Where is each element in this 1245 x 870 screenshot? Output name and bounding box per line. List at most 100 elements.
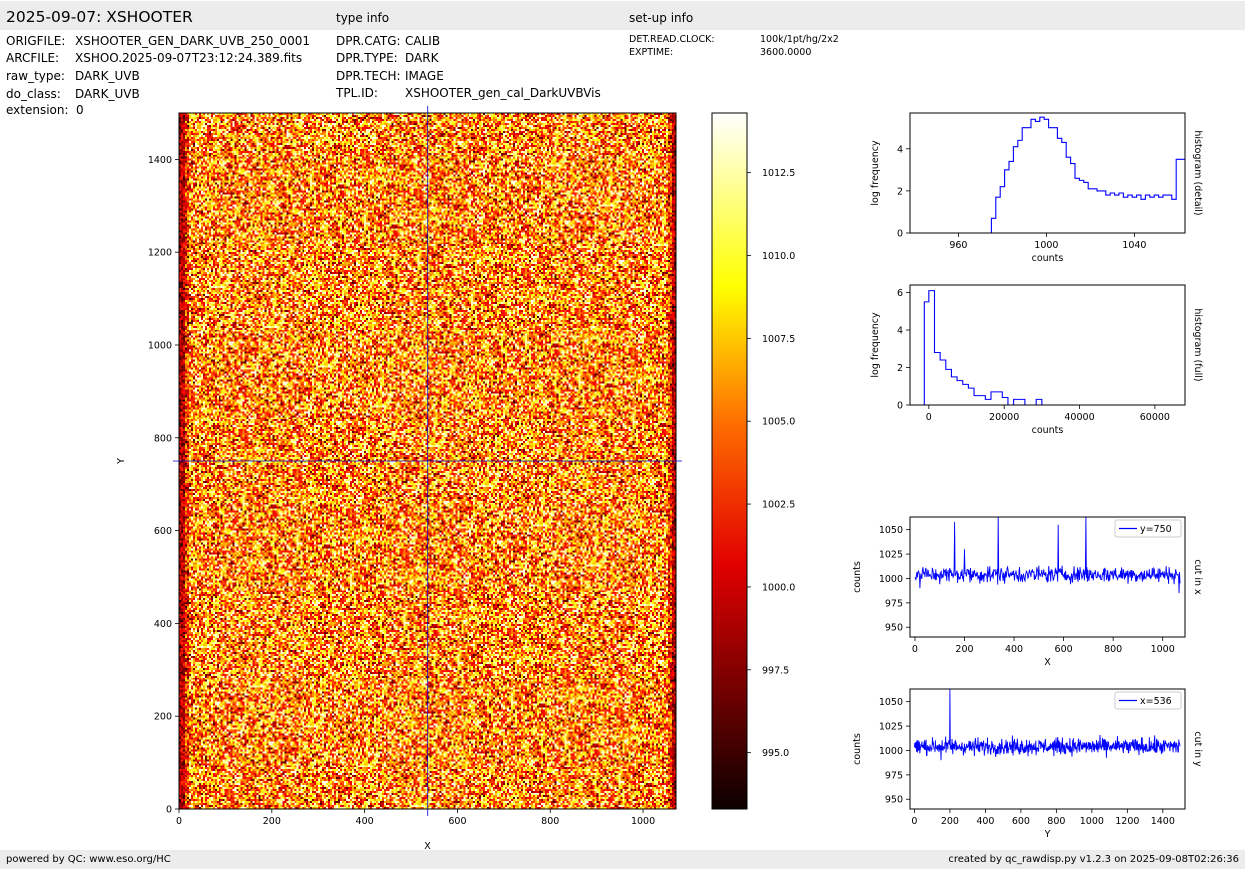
y-tick-label: 0 [897,229,903,240]
x-tick-label: 40000 [1064,412,1094,423]
x-tick-label: 800 [1047,816,1065,827]
x-tick-label: 1040 [1122,240,1146,251]
x-tick-label: 960 [949,240,967,251]
plot-frame [909,112,1186,234]
y-tick-label: 950 [885,795,903,806]
histogram-full-panel: 0 20000 40000 60000 0 2 4 6 counts log frequency h… [870,284,1203,436]
x-tick-label: 800 [541,816,559,827]
colorbar-tick-label: 995.0 [762,748,789,759]
type-info-value: CALIB [405,34,441,48]
setup-info-heading: set-up info [629,11,694,25]
y-tick-label: 1025 [879,722,903,733]
x-tick-label: 0 [176,816,182,827]
histogram-step-line [923,290,1185,406]
cut-x-panel: 0 200 400 600 800 1000 950 975 1000 1025 1050 Xcoun… [852,516,1203,668]
panel-title: cut in x [1192,559,1203,595]
x-tick-label: 1400 [1151,816,1175,827]
y-tick-label: 6 [897,288,903,299]
setup-info-value: 100k/1pt/hg/2x2 [760,34,839,45]
histogram-step-line [910,116,1185,234]
x-tick-label: 600 [1012,816,1030,827]
y-tick-label: 0 [897,401,903,412]
x-axis-label: counts [1032,425,1064,436]
colorbar-tick-label: 1005.0 [762,417,795,428]
footer-credit: powered by QC: www.eso.org/HC [6,854,171,865]
y-axis-label: counts [852,733,863,765]
x-tick-label: 200 [263,816,281,827]
type-info-value: IMAGE [405,69,444,83]
y-tick-label: 1000 [148,341,172,352]
file-info-key: do_class: [6,87,61,101]
colorbar-tick-label: 1010.0 [762,251,795,262]
y-tick-label: 2 [897,186,903,197]
y-axis-label: counts [852,561,863,593]
type-info-value: DARK [405,51,439,65]
setup-info-key: DET.READ.CLOCK: [629,34,715,45]
file-info-value: XSHOO.2025-09-07T23:12:24.389.fits [75,51,303,65]
header-band [0,1,1245,30]
colorbar-panel: 995.0 997.5 1000.0 1002.5 1005.0 1007.5 1010.0… [711,112,795,810]
type-info-key: TPL.ID: [336,86,378,100]
x-tick-label: 600 [448,816,466,827]
y-tick-label: 0 [166,805,172,816]
y-axis-label: log frequency [870,140,881,206]
footer-created: created by qc_rawdisp.py v1.2.3 on 2025-… [948,854,1239,865]
x-tick-label: 800 [1104,644,1122,655]
y-tick-label: 2 [897,363,903,374]
cut-profile-line [913,689,1181,761]
y-tick-label: 1000 [879,746,903,757]
panel-title: histogram (full) [1192,308,1203,381]
file-info-key: extension: [6,103,69,117]
legend-box [1114,691,1182,710]
cut-y-panel: 0 200 400 600 800 1000 1200 1400 950 975 1000 1025 1… [852,688,1203,840]
colorbar-gradient [712,113,747,809]
x-tick-label: 200 [955,644,973,655]
file-info-value: 0 [76,103,84,117]
y-tick-label: 1050 [879,697,903,708]
footer-band [0,850,1245,869]
y-tick-label: 400 [154,619,172,630]
y-tick-label: 600 [154,526,172,537]
x-tick-label: 200 [941,816,959,827]
x-tick-label: 400 [356,816,374,827]
y-tick-label: 1000 [879,574,903,585]
panel-title: cut in y [1192,731,1203,767]
plot-frame [909,516,1186,638]
legend-box [1114,519,1182,538]
y-tick-label: 975 [885,598,903,609]
plot-frame [711,112,748,810]
setup-info-key: EXPTIME: [629,47,674,58]
x-tick-label: 1000 [1034,240,1058,251]
colorbar-tick-label: 997.5 [762,665,789,676]
y-tick-label: 4 [897,144,903,155]
y-tick-label: 1050 [879,525,903,536]
file-info-value: XSHOOTER_GEN_DARK_UVB_250_0001 [75,34,310,48]
x-axis-label: X [1044,657,1051,668]
file-info-key: raw_type: [6,69,65,83]
file-info-key: ARCFILE: [6,51,60,65]
colorbar-tick-label: 1012.5 [762,168,795,179]
colorbar-tick-label: 1007.5 [762,334,795,345]
y-tick-label: 4 [897,326,903,337]
cut-profile-line [914,517,1181,594]
x-tick-label: 1000 [631,816,655,827]
x-axis-label: Y [1044,829,1051,840]
x-tick-label: 1000 [1151,644,1175,655]
type-info-value: XSHOOTER_gen_cal_DarkUVBVis [405,86,601,100]
x-tick-label: 60000 [1140,412,1170,423]
y-tick-label: 1025 [879,550,903,561]
histogram-detail-panel: 960 1000 1040 0 2 4 counts log frequency histogr… [870,112,1203,264]
x-tick-label: 400 [976,816,994,827]
x-tick-label: 0 [912,644,918,655]
x-tick-label: 600 [1055,644,1073,655]
type-info-key: DPR.CATG: [336,34,401,48]
y-tick-label: 200 [154,712,172,723]
legend-label: x=536 [1140,696,1172,707]
plot-frame [909,284,1186,406]
y-tick-label: 1400 [148,155,172,166]
legend-label: y=750 [1140,524,1172,535]
y-axis-label: Y [116,458,127,465]
y-axis-label: log frequency [870,312,881,378]
file-info-value: DARK_UVB [75,87,140,101]
